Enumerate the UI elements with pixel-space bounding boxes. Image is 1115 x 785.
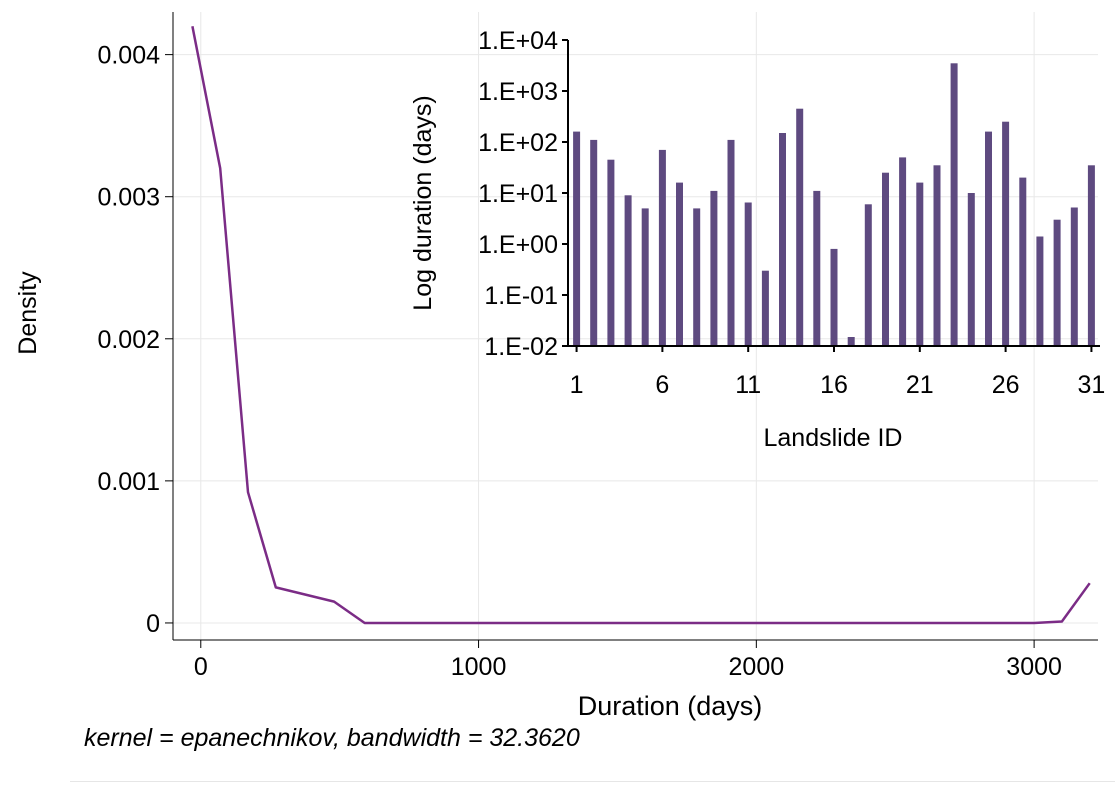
inset-bar xyxy=(847,337,855,346)
inset-bar xyxy=(573,131,581,346)
inset-y-tick-label: 1.E+04 xyxy=(478,27,558,55)
inset-y-tick-label: 1.E+03 xyxy=(478,78,558,106)
inset-bar xyxy=(1070,207,1078,346)
inset-bar xyxy=(1053,219,1061,346)
inset-bar xyxy=(607,159,615,346)
y-tick-label: 0.004 xyxy=(97,42,160,70)
x-tick-label: 1000 xyxy=(451,653,507,681)
inset-x-tick-label: 21 xyxy=(906,371,934,399)
inset-bar xyxy=(1002,121,1010,346)
inset-bar xyxy=(1019,177,1027,346)
y-tick-label: 0.003 xyxy=(97,184,160,212)
inset-x-tick-label: 31 xyxy=(1078,371,1106,399)
inset-bar xyxy=(899,157,907,346)
inset-bar xyxy=(658,149,666,346)
inset-bar xyxy=(813,190,821,346)
inset-bar xyxy=(796,108,804,346)
inset-bar xyxy=(744,202,752,346)
y-tick-label: 0 xyxy=(146,610,160,638)
y-tick-label: 0.002 xyxy=(97,326,160,354)
footer-divider xyxy=(70,781,1115,782)
inset-y-tick-label: 1.E+02 xyxy=(478,129,558,157)
inset-bar xyxy=(761,270,769,346)
inset-bar xyxy=(693,208,701,346)
inset-x-tick-label: 26 xyxy=(992,371,1020,399)
inset-bar xyxy=(727,139,735,346)
inset-bar xyxy=(710,190,718,346)
inset-bar xyxy=(967,193,975,346)
density-series xyxy=(191,25,1091,625)
kernel-note: kernel = epanechnikov, bandwidth = 32.36… xyxy=(84,724,580,752)
inset-bar xyxy=(882,172,889,346)
y-axis-label: Density xyxy=(14,271,42,355)
inset-bars xyxy=(573,63,1095,347)
inset-bar xyxy=(830,248,838,346)
inset-bar xyxy=(1036,236,1044,346)
inset-bar xyxy=(985,131,992,346)
inset-bar xyxy=(624,195,632,346)
density-chart: 0 0.001 0.002 0.003 0.004 0 1000 2000 3000 Durat… xyxy=(14,12,1098,721)
main-grid xyxy=(173,12,1098,640)
inset-bar-chart: 1.E-02 1.E-01 1.E+00 1.E+01 1.E+02 1.E+03 1.E+… xyxy=(409,27,1105,452)
inset-bar xyxy=(950,63,958,347)
inset-bar xyxy=(676,182,683,346)
inset-bar xyxy=(590,139,598,346)
x-tick-label: 2000 xyxy=(729,653,785,681)
inset-y-tick-label: 1.E-01 xyxy=(484,282,558,310)
inset-y-axis-label: Log duration (days) xyxy=(409,95,437,310)
inset-y-tick-label: 1.E+01 xyxy=(478,180,558,208)
density-line xyxy=(191,25,1091,625)
inset-bar xyxy=(641,208,649,346)
inset-x-tick-label: 16 xyxy=(820,371,848,399)
inset-y-tick-label: 1.E+00 xyxy=(478,231,558,259)
inset-bar xyxy=(779,133,786,346)
inset-bar xyxy=(933,165,941,346)
inset-bar xyxy=(1087,165,1095,346)
inset-x-tick-label: 1 xyxy=(570,371,584,399)
inset-x-tick-label: 6 xyxy=(655,371,669,399)
main-axes: 0 0.001 0.002 0.003 0.004 0 1000 2000 3000 xyxy=(97,12,1098,681)
x-axis-label: Duration (days) xyxy=(578,691,763,721)
inset-bar xyxy=(864,204,872,346)
inset-x-tick-label: 11 xyxy=(735,371,761,399)
inset-x-axis-label: Landslide ID xyxy=(764,424,903,452)
y-tick-label: 0.001 xyxy=(97,468,160,496)
x-tick-label: 0 xyxy=(194,653,208,681)
inset-axes: 1.E-02 1.E-01 1.E+00 1.E+01 1.E+02 1.E+03 1.E+… xyxy=(478,27,1105,399)
inset-y-tick-label: 1.E-02 xyxy=(484,333,558,361)
x-tick-label: 3000 xyxy=(1006,653,1062,681)
inset-bar xyxy=(916,182,924,346)
